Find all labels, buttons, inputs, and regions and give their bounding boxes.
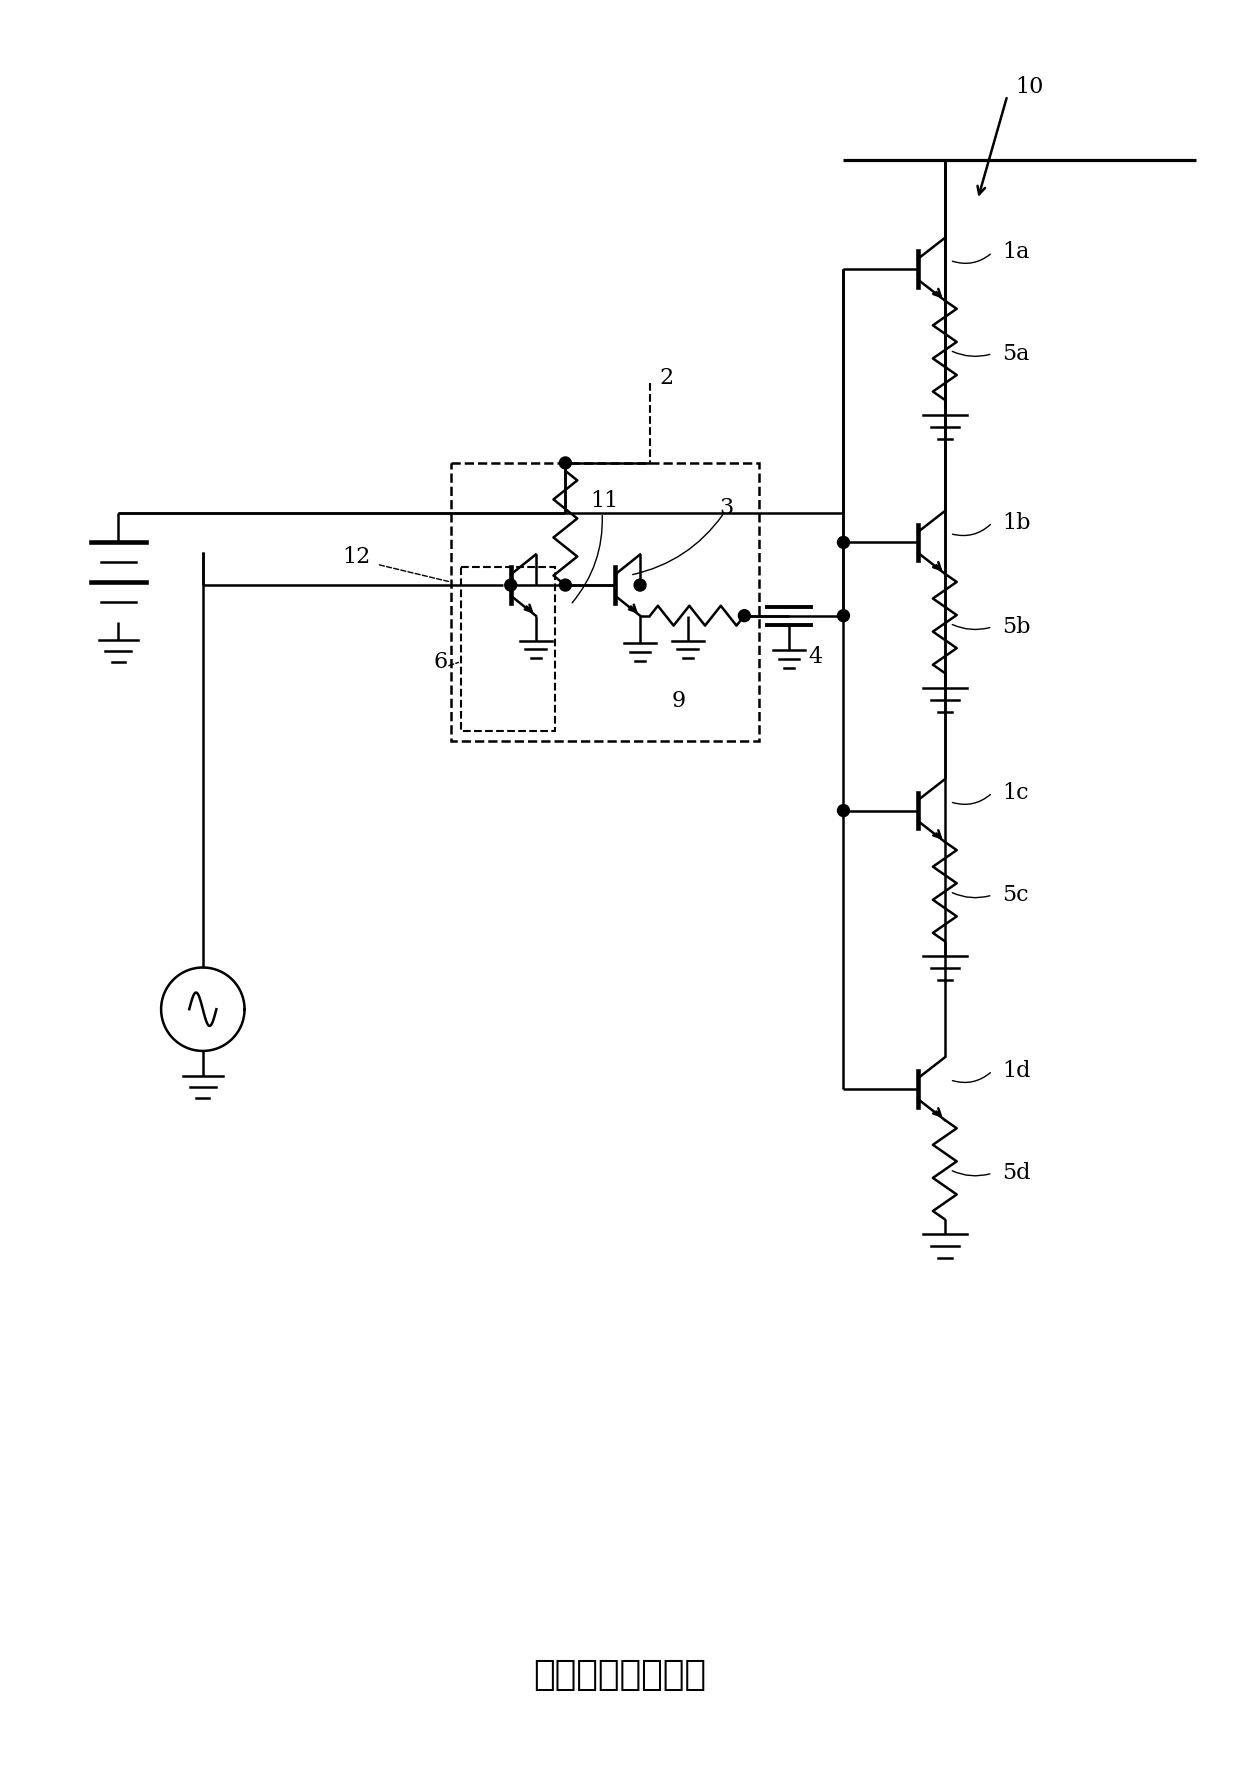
Text: 10: 10 — [1016, 77, 1044, 98]
Text: 1c: 1c — [1002, 781, 1029, 803]
Text: 5a: 5a — [1002, 343, 1029, 365]
Text: 5b: 5b — [1002, 615, 1030, 638]
Circle shape — [738, 610, 750, 622]
Circle shape — [837, 610, 849, 622]
Circle shape — [634, 579, 646, 592]
Circle shape — [505, 579, 517, 592]
Text: 9: 9 — [672, 690, 686, 712]
Text: 5c: 5c — [1002, 883, 1029, 907]
Text: 6: 6 — [433, 651, 448, 672]
Text: 1a: 1a — [1002, 241, 1029, 263]
Circle shape — [559, 458, 572, 468]
Text: 1d: 1d — [1002, 1060, 1030, 1082]
Circle shape — [559, 579, 572, 592]
Text: 3: 3 — [719, 497, 734, 519]
Text: 12: 12 — [342, 547, 370, 569]
Circle shape — [837, 805, 849, 817]
Text: 2: 2 — [660, 368, 673, 390]
Text: 4: 4 — [808, 645, 823, 667]
Circle shape — [837, 536, 849, 549]
Text: 11: 11 — [590, 490, 619, 511]
Text: 图１（现有技术）: 图１（现有技术） — [533, 1657, 707, 1691]
Text: 1b: 1b — [1002, 511, 1030, 533]
Text: 5d: 5d — [1002, 1162, 1030, 1184]
